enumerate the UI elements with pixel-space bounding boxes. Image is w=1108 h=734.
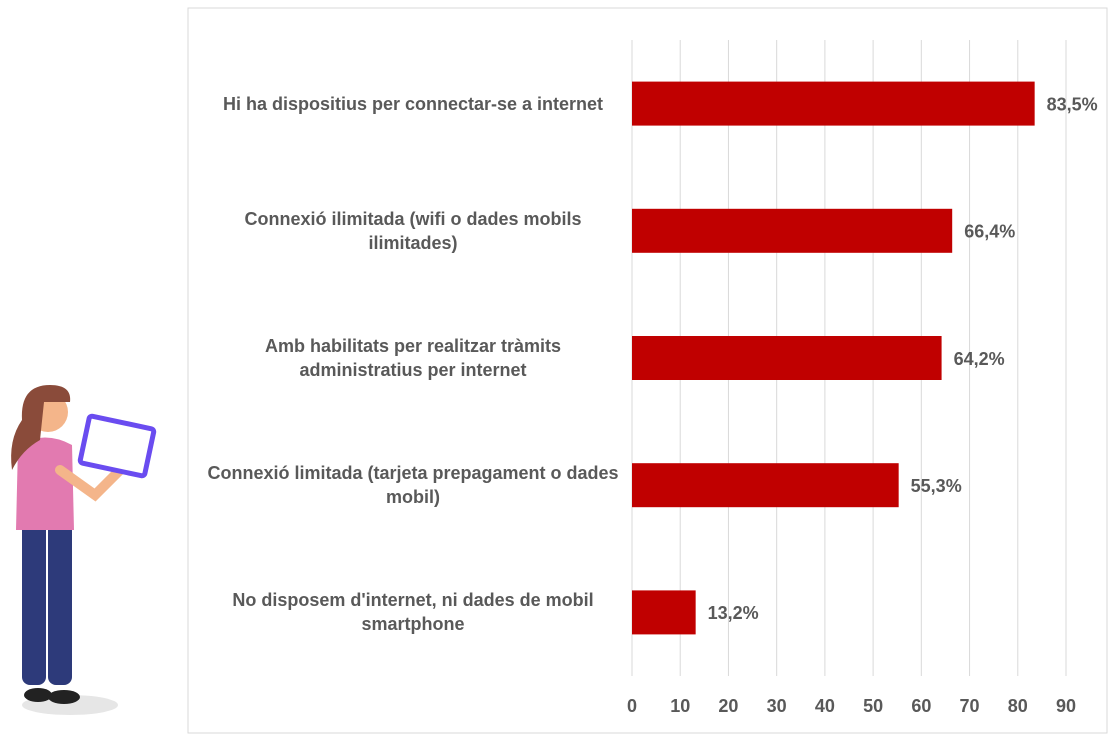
x-tick-label: 30 <box>767 696 787 716</box>
value-label: 66,4% <box>964 222 1015 242</box>
illustration <box>11 385 157 715</box>
category-label: No disposem d'internet, ni dades de mobi… <box>232 590 594 635</box>
bar <box>632 208 953 253</box>
value-label: 13,2% <box>708 603 759 623</box>
category-label: Amb habilitats per realitzar tràmits adm… <box>264 336 562 380</box>
bar <box>632 336 942 380</box>
x-tick-label: 80 <box>1008 696 1028 716</box>
value-label: 55,3% <box>911 476 962 496</box>
x-tick-label: 20 <box>718 696 738 716</box>
category-label: Hi ha dispositius per connectar-se a int… <box>222 93 604 114</box>
bar <box>632 463 899 508</box>
category-label: Connexió limitada (tarjeta prepagament o… <box>207 463 619 508</box>
x-tick-label: 0 <box>627 696 637 716</box>
x-tick-label: 50 <box>863 696 883 716</box>
bar <box>632 81 1035 126</box>
value-label: 83,5% <box>1047 94 1098 114</box>
x-tick-label: 10 <box>670 696 690 716</box>
x-tick-label: 40 <box>815 696 835 716</box>
chart-frame <box>187 7 1108 734</box>
x-tick-label: 90 <box>1056 696 1076 716</box>
bar <box>632 590 696 635</box>
x-tick-label: 70 <box>960 696 980 716</box>
x-tick-label: 60 <box>911 696 931 716</box>
value-label: 64,2% <box>954 349 1005 369</box>
category-label: Connexió ilimitada (wifi o dades mobils … <box>244 208 582 253</box>
